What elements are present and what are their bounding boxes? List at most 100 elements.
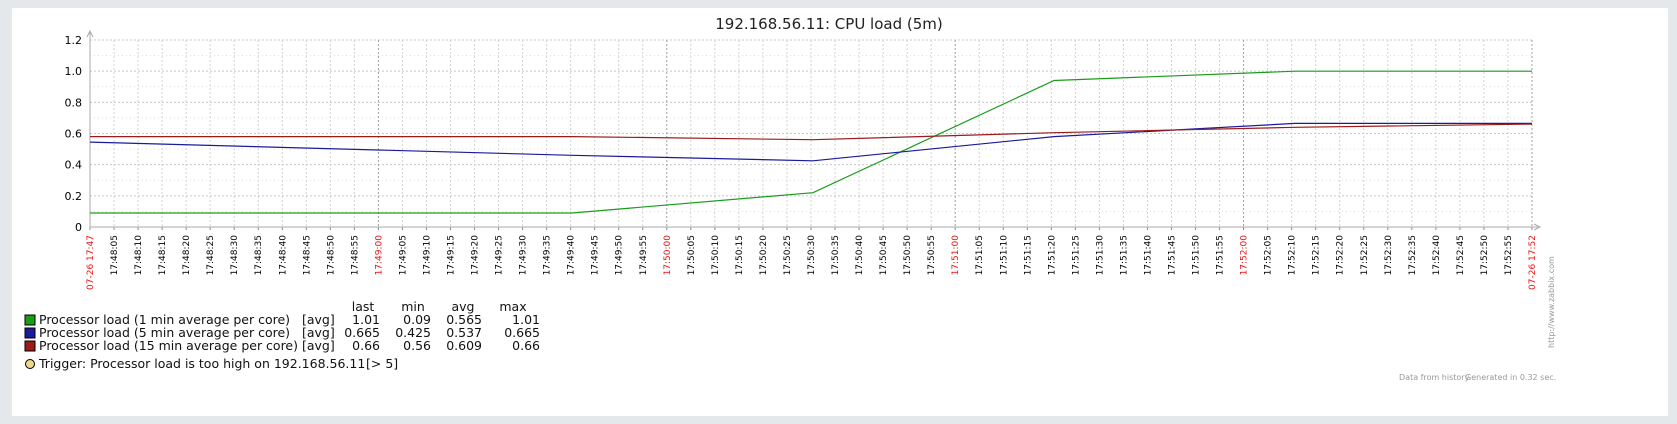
legend-series-name: Processor load (1 min average per core) (39, 312, 290, 327)
y-tick-label: 0.8 (65, 96, 83, 109)
legend-func: [avg] (302, 325, 335, 340)
x-tick-label: 17:50:40 (855, 235, 865, 276)
x-tick-label: 17:51:45 (1168, 235, 1178, 275)
x-tick-label: 17:48:25 (206, 235, 216, 275)
x-tick-label: 17:48:20 (182, 235, 192, 276)
x-tick-label: 17:50:20 (759, 235, 769, 276)
x-tick-label: 17:48:45 (302, 235, 312, 275)
x-tick-label: 17:50:55 (927, 235, 937, 275)
x-tick-label: 17:48:55 (350, 235, 360, 275)
legend-value-min: 0.56 (403, 338, 431, 353)
x-tick-label: 17:49:30 (519, 235, 529, 276)
x-tick-label: 17:51:35 (1119, 235, 1129, 275)
x-tick-label: 17:50:10 (711, 235, 721, 276)
x-tick-label: 17:51:05 (975, 235, 985, 275)
x-tick-label: 17:50:05 (687, 235, 697, 275)
trigger-threshold: [> 5] (366, 356, 398, 371)
x-tick-label: 17:50:25 (783, 235, 793, 275)
x-tick-label: 17:52:15 (1312, 235, 1322, 275)
x-tick-label: 17:51:50 (1192, 235, 1202, 276)
x-tick-label: 17:52:00 (1240, 235, 1250, 276)
legend-series-name: Processor load (15 min average per core) (39, 338, 298, 353)
x-tick-label: 07-26 17:52 (1528, 235, 1538, 290)
legend-header-last: last (352, 299, 375, 314)
legend-value-min: 0.425 (395, 325, 431, 340)
footer-data-source: Data from history. (1399, 373, 1471, 382)
legend-header-min: min (401, 299, 425, 314)
x-tick-label: 17:49:50 (615, 235, 625, 276)
x-tick-label: 17:49:00 (374, 235, 384, 276)
y-tick-label: 0.4 (65, 159, 83, 172)
x-tick-label: 17:52:55 (1504, 235, 1514, 275)
x-tick-label: 17:48:40 (278, 235, 288, 276)
x-tick-label: 17:49:15 (447, 235, 457, 275)
legend-value-last: 0.66 (352, 338, 380, 353)
legend-header-avg: avg (452, 299, 475, 314)
x-tick-label: 17:48:30 (230, 235, 240, 276)
legend-series-name: Processor load (5 min average per core) (39, 325, 290, 340)
x-tick-label: 17:48:05 (110, 235, 120, 275)
x-tick-label: 17:51:10 (999, 235, 1009, 276)
legend-swatch (24, 340, 36, 352)
graph-panel: 192.168.56.11: CPU load (5m) 0 0.2 0.4 0.6 0… (12, 8, 1668, 416)
x-tick-label: 17:49:10 (422, 235, 432, 276)
x-tick-label: 17:51:30 (1095, 235, 1105, 276)
x-tick-label: 17:52:05 (1264, 235, 1274, 275)
legend-value-avg: 0.565 (446, 312, 482, 327)
x-tick-label: 17:50:15 (735, 235, 745, 275)
x-axis-arrow (1533, 223, 1542, 231)
legend-value-last: 1.01 (352, 312, 380, 327)
x-tick-label: 17:50:00 (663, 235, 673, 276)
x-tick-label: 07-26 17:47 (86, 235, 96, 290)
x-tick-label: 17:51:55 (1216, 235, 1226, 275)
x-tick-label: 17:51:20 (1047, 235, 1057, 276)
y-tick-label: 0 (75, 221, 82, 234)
legend-swatch (24, 327, 36, 339)
y-tick-label: 0.2 (65, 190, 83, 203)
legend-value-min: 0.09 (403, 312, 431, 327)
grid-layer (89, 39, 1533, 228)
x-tick-label: 17:51:00 (951, 235, 961, 276)
footer-generated: Generated in 0.32 sec. (1465, 373, 1556, 382)
cpu-load-chart: 192.168.56.11: CPU load (5m) 00.20.40.60… (24, 15, 1556, 382)
x-tick-label: 17:50:35 (831, 235, 841, 275)
footer-layer: Data from history. Generated in 0.32 sec… (1399, 256, 1556, 382)
legend-value-avg: 0.537 (446, 325, 482, 340)
legend-func: [avg] (302, 312, 335, 327)
axes-layer: 0 0.2 0.4 0.6 0.8 1.0 1.2 07-26 17:47 17:48:05 17… (65, 29, 1542, 290)
x-tick-label: 17:52:10 (1288, 235, 1298, 276)
x-tick-label: 17:51:40 (1143, 235, 1153, 276)
y-tick-label: 1.0 (65, 65, 83, 78)
legend-value-max: 0.66 (512, 338, 540, 353)
x-tick-label: 17:48:50 (326, 235, 336, 276)
x-tick-label: 17:49:35 (543, 235, 553, 275)
x-tick-label: 17:52:30 (1384, 235, 1394, 276)
series-layer (89, 70, 1533, 214)
legend-layer: last min avg max Processor load (1 min avera… (24, 299, 540, 371)
trigger-icon (25, 359, 35, 369)
legend-value-max: 1.01 (512, 312, 540, 327)
legend-value-max: 0.665 (504, 325, 540, 340)
x-tick-label: 17:51:25 (1071, 235, 1081, 275)
chart-title: 192.168.56.11: CPU load (5m) (715, 15, 943, 33)
x-tick-label: 17:52:45 (1456, 235, 1466, 275)
x-tick-label: 17:48:35 (254, 235, 264, 275)
x-tick-label: 17:50:30 (807, 235, 817, 276)
x-tick-label: 17:49:45 (591, 235, 601, 275)
x-tick-label: 17:50:45 (879, 235, 889, 275)
x-tick-label: 17:49:40 (567, 235, 577, 276)
x-tick-label: 17:48:10 (134, 235, 144, 276)
legend-func: [avg] (302, 338, 335, 353)
x-tick-label: 17:48:15 (158, 235, 168, 275)
series-line-2 (89, 122, 1532, 162)
y-tick-label: 1.2 (65, 34, 83, 47)
x-tick-label: 17:50:50 (903, 235, 913, 276)
trigger-text: Trigger: Processor load is too high on 1… (38, 356, 365, 371)
series-line-3 (90, 123, 1533, 141)
zabbix-watermark: http://www.zabbix.com (1547, 256, 1556, 348)
x-tick-label: 17:49:05 (398, 235, 408, 275)
x-tick-label: 17:52:20 (1336, 235, 1346, 276)
y-axis-arrow (86, 29, 94, 38)
x-tick-label: 17:49:55 (639, 235, 649, 275)
y-tick-label: 0.6 (65, 128, 83, 141)
